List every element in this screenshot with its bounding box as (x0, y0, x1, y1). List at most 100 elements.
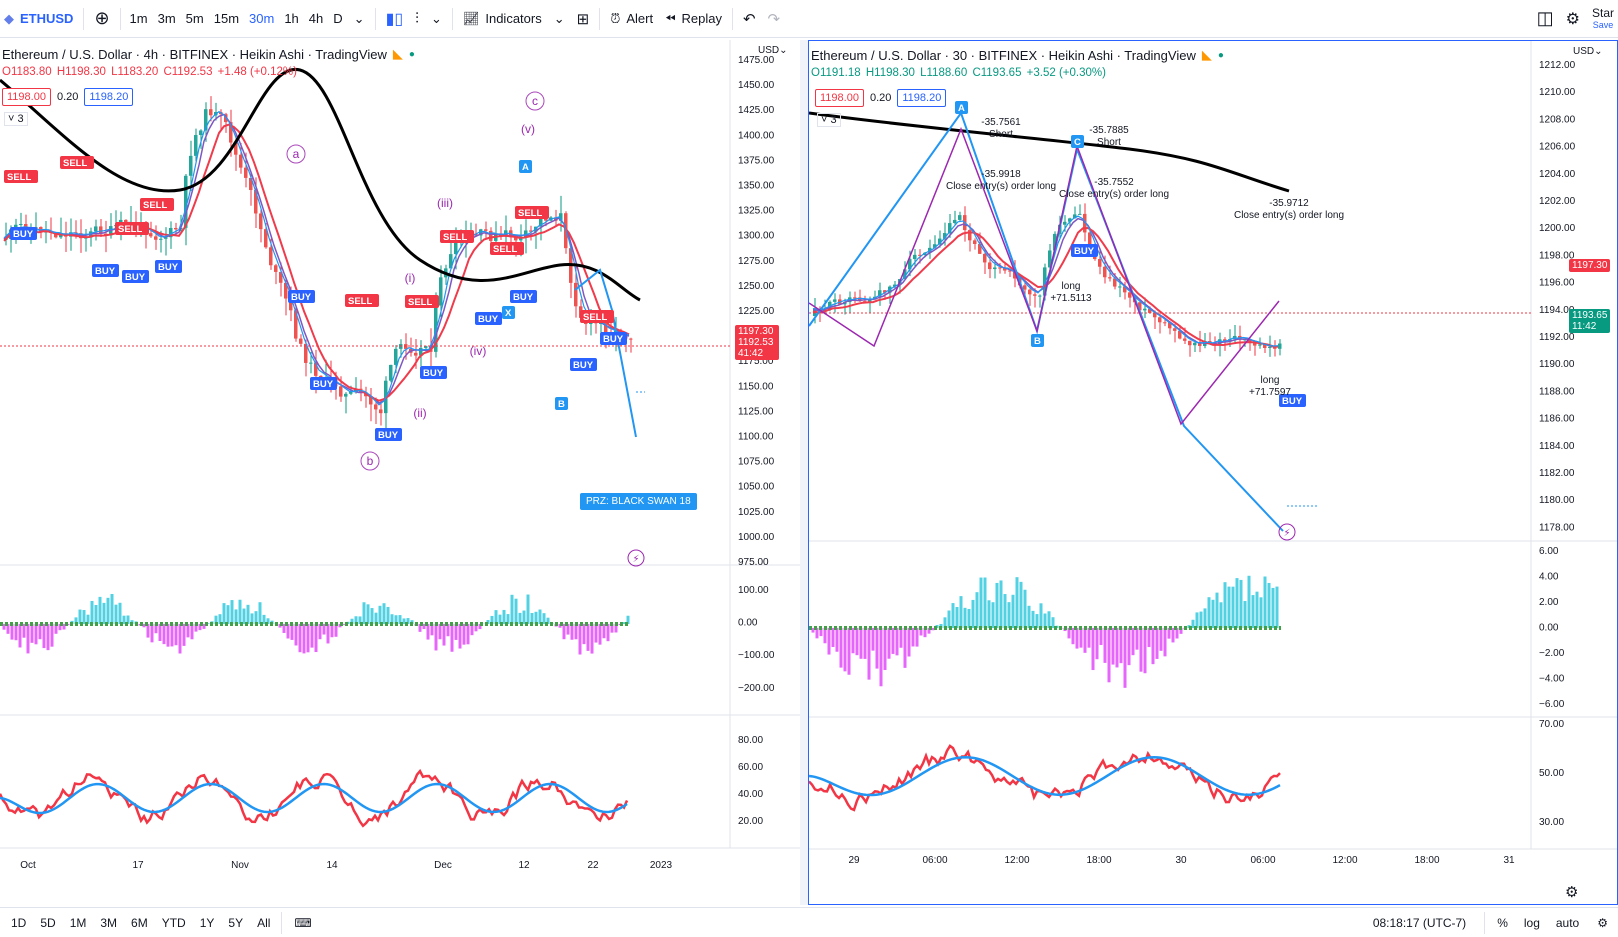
interval-30m[interactable]: 30m (249, 11, 275, 26)
candle-body (1118, 286, 1122, 288)
left-currency[interactable]: USD⌄ (758, 45, 788, 56)
buy-signal: BUY (1282, 396, 1303, 407)
goto-date-button[interactable]: ⌨︎ (286, 916, 319, 930)
point-b-label-bg (1031, 334, 1044, 347)
prz-text: PRZ: BLACK SWAN 18 (586, 496, 691, 507)
price-tick-label: 1050.00 (738, 482, 775, 493)
bid-price[interactable]: 1198.00 (815, 89, 864, 107)
range-ytd[interactable]: YTD (161, 915, 186, 930)
last-price: 1197.30 (738, 326, 774, 337)
layers-toggle[interactable]: ˅ 3 (4, 112, 28, 126)
wave-label: (iii) (437, 196, 453, 210)
candle-body (903, 269, 907, 280)
interval-5m[interactable]: 5m (185, 11, 204, 26)
price-tick-label: 1186.00 (1539, 414, 1575, 425)
chart-type-button[interactable]: ⫶ (409, 0, 425, 38)
candle-body (978, 243, 982, 254)
interval-dropdown[interactable]: ⌄ (348, 0, 371, 38)
gear-icon: ⚙︎ (1597, 915, 1608, 930)
candle-body (1268, 346, 1272, 348)
range-5d[interactable]: 5D (40, 915, 56, 930)
candle-body (194, 135, 198, 156)
percent-toggle[interactable]: % (1497, 915, 1508, 930)
redo-button[interactable]: ↷ (762, 0, 787, 38)
rsi-tick-label: 50.00 (1539, 768, 1564, 779)
ask-price[interactable]: 1198.20 (897, 89, 947, 107)
chart-settings-button[interactable]: ⚙︎ (1565, 883, 1578, 901)
symbol-label: ETHUSD (20, 11, 74, 26)
pane-divider[interactable] (800, 40, 808, 905)
undo-button[interactable]: ↶ (737, 0, 762, 38)
chart-pane-left[interactable]: 1475.00 1450.00 1425.00 1400.00 1375.00 1350.… (0, 40, 800, 905)
candle-body (1078, 213, 1082, 215)
wave-circle (286, 144, 306, 164)
sell-signal: SELL (443, 232, 467, 243)
ohlc-low: L1183.20 (111, 66, 159, 78)
price-tick-label: 1125.00 (738, 406, 774, 417)
candle-body (1148, 308, 1152, 313)
interval-1m[interactable]: 1m (129, 11, 148, 26)
interval-4h[interactable]: 4h (308, 11, 324, 26)
bid-price[interactable]: 1198.00 (2, 88, 51, 106)
range-1y[interactable]: 1Y (199, 915, 215, 930)
compare-add-button[interactable]: ⊕ (88, 0, 115, 38)
range-1d[interactable]: 1D (11, 915, 27, 930)
sell-signal: SELL (583, 312, 607, 323)
buy-signal: BUY (423, 368, 444, 379)
indicators-button[interactable]: 📈︎ Indicators (457, 0, 548, 38)
interval-1h[interactable]: 1h (284, 11, 299, 26)
candle-body (1103, 266, 1107, 278)
panel-toggle-button[interactable]: ◫ (1531, 0, 1560, 38)
wave-label: c (532, 94, 538, 108)
trade-annotation: -35.9712 (1269, 198, 1309, 209)
ask-price[interactable]: 1198.20 (84, 88, 134, 106)
range-all[interactable]: All (257, 915, 271, 930)
range-5y[interactable]: 5Y (228, 915, 244, 930)
candle-type-button[interactable]: ▮▯ (380, 0, 410, 38)
clock[interactable]: 08:18:17 (UTC-7) (1372, 915, 1467, 930)
candle-body (1263, 344, 1267, 348)
save-label: Save (1592, 19, 1614, 30)
indicators-dropdown[interactable]: ⌄ (548, 0, 571, 38)
auto-toggle[interactable]: auto (1555, 915, 1580, 930)
chart-pane-right[interactable]: 1212.00 1210.00 1208.00 1206.00 1204.00 1202.… (808, 40, 1618, 905)
settings-button[interactable]: ⚙︎ (1560, 0, 1586, 38)
candle-body (304, 343, 308, 363)
candle-body (264, 229, 268, 248)
buy-signal: BUY (1074, 246, 1095, 257)
trade-annotation: long (1261, 375, 1280, 386)
symbol-search[interactable]: ◆ ETHUSD (0, 0, 79, 38)
interval-3m[interactable]: 3m (157, 11, 176, 26)
range-1m[interactable]: 1M (69, 915, 87, 930)
time-tick-label: 22 (587, 860, 599, 871)
replay-button[interactable]: ⏪︎ Replay (659, 0, 728, 38)
interval-group: 1m 3m 5m 15m 30m 1h 4h D (125, 0, 348, 38)
save-start-button[interactable]: Star Save (1586, 0, 1618, 38)
interval-D[interactable]: D (333, 11, 343, 26)
trade-annotation-detail: +71.5113 (1050, 293, 1092, 304)
settings-button[interactable]: ⚙︎ (1597, 916, 1608, 930)
price-tick-label: 1250.00 (738, 281, 775, 292)
layout-button[interactable]: ⊞ (571, 0, 596, 38)
range-6m[interactable]: 6M (131, 915, 148, 930)
price-tick-label: 1425.00 (738, 105, 775, 116)
right-currency[interactable]: USD⌄ (1573, 46, 1603, 57)
layers-count: 3 (17, 113, 24, 125)
trade-annotation: -35.7561 (981, 117, 1021, 128)
left-chart-svg[interactable]: 1475.00 1450.00 1425.00 1400.00 1375.00 1350.… (0, 40, 800, 905)
interval-15m[interactable]: 15m (213, 11, 240, 26)
layers-toggle[interactable]: ˅ 3 (817, 113, 841, 127)
candle-body (1183, 338, 1187, 341)
log-toggle[interactable]: log (1523, 915, 1540, 930)
candle-body (19, 224, 23, 226)
range-3m[interactable]: 3M (100, 915, 118, 930)
candle-body (913, 254, 917, 260)
candle-body (993, 267, 997, 270)
calendar-icon: ⌨︎ (294, 915, 312, 930)
alert-button[interactable]: ⏰︎ Alert (604, 0, 659, 38)
price-tick-label: 1206.00 (1539, 142, 1576, 153)
chart-type-dropdown[interactable]: ⌄ (425, 0, 448, 38)
rsi-tick-label: 20.00 (738, 816, 763, 827)
candle-body (539, 218, 543, 227)
right-chart-svg[interactable]: 1212.00 1210.00 1208.00 1206.00 1204.00 1202.… (809, 41, 1617, 904)
